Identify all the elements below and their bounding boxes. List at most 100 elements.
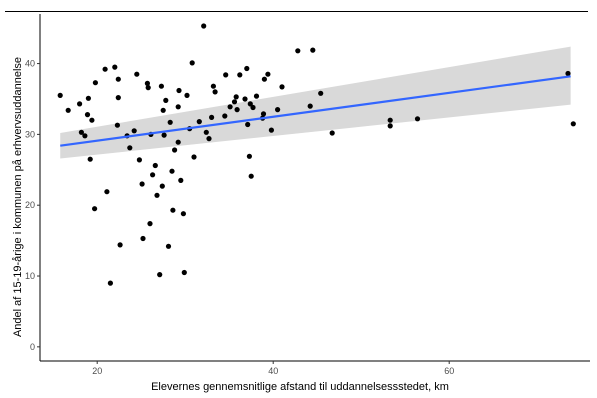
- data-point: [279, 84, 285, 90]
- data-point: [159, 183, 165, 189]
- data-point: [157, 272, 163, 278]
- data-point: [329, 130, 335, 136]
- data-point: [387, 123, 393, 129]
- data-point: [318, 90, 324, 96]
- data-point: [134, 71, 140, 77]
- data-point: [147, 221, 153, 227]
- data-point: [144, 80, 150, 86]
- data-point: [176, 87, 182, 94]
- data-point: [310, 47, 316, 53]
- data-point: [244, 65, 250, 72]
- data-point: [237, 72, 243, 78]
- y-tick-label: 10: [25, 271, 35, 281]
- data-point: [150, 172, 156, 178]
- data-point: [387, 117, 393, 123]
- data-point: [127, 145, 133, 151]
- data-point: [154, 192, 160, 198]
- data-point: [253, 93, 260, 99]
- data-point: [163, 97, 169, 103]
- data-point: [165, 243, 172, 249]
- data-point: [87, 156, 93, 162]
- data-point: [178, 177, 184, 183]
- x-tick-label: 60: [444, 366, 454, 376]
- data-point: [82, 133, 88, 139]
- data-point: [265, 71, 271, 77]
- data-point: [268, 127, 274, 133]
- data-point: [248, 173, 254, 179]
- data-point: [161, 132, 167, 138]
- data-point: [145, 85, 151, 91]
- data-point: [227, 104, 233, 110]
- data-point: [180, 211, 186, 217]
- trend-line: [60, 75, 571, 147]
- data-point: [209, 114, 215, 120]
- data-point: [117, 242, 123, 248]
- data-point: [196, 119, 202, 125]
- data-point: [85, 95, 91, 101]
- data-point: [136, 157, 142, 163]
- points-layer: [57, 23, 576, 286]
- data-point: [169, 168, 175, 174]
- data-point: [234, 107, 240, 113]
- y-tick-label: 0: [30, 342, 35, 352]
- data-point: [57, 92, 63, 98]
- data-point: [250, 104, 256, 111]
- data-point: [242, 96, 248, 102]
- data-point: [65, 107, 71, 113]
- data-point: [245, 121, 251, 128]
- data-point: [170, 207, 176, 213]
- data-point: [247, 101, 253, 107]
- data-point: [307, 103, 313, 109]
- data-point: [92, 206, 98, 212]
- data-point: [104, 189, 110, 195]
- data-point: [172, 147, 178, 153]
- data-point: [92, 80, 98, 86]
- data-point: [107, 280, 113, 286]
- x-tick-label: 20: [92, 366, 102, 376]
- data-point: [175, 139, 181, 145]
- confidence-band-layer: [60, 46, 571, 159]
- data-point: [260, 111, 267, 117]
- data-point: [114, 122, 120, 128]
- data-point: [203, 129, 209, 135]
- top-border-line: [5, 11, 588, 12]
- data-point: [102, 66, 108, 72]
- data-point: [570, 121, 576, 127]
- data-point: [78, 129, 84, 135]
- data-point: [206, 136, 212, 142]
- x-tick-label: 40: [268, 366, 278, 376]
- data-point: [84, 112, 91, 118]
- confidence-band: [60, 46, 571, 159]
- data-point: [175, 104, 181, 110]
- data-point: [275, 107, 281, 113]
- data-point: [131, 128, 137, 134]
- data-point: [261, 76, 267, 82]
- data-point: [223, 72, 229, 78]
- trend-line-layer: [60, 75, 571, 147]
- data-point: [115, 95, 121, 101]
- data-point: [181, 269, 187, 276]
- data-point: [233, 94, 239, 100]
- data-point: [565, 70, 571, 77]
- data-point: [140, 235, 146, 242]
- data-point: [201, 23, 207, 29]
- y-tick-label: 30: [25, 129, 35, 139]
- data-point: [152, 162, 158, 169]
- data-point: [231, 99, 238, 105]
- data-point: [160, 107, 166, 113]
- data-point: [184, 92, 190, 98]
- data-point: [222, 113, 228, 119]
- data-point: [89, 117, 95, 123]
- data-point: [295, 48, 301, 54]
- data-point: [414, 116, 421, 122]
- data-point: [189, 60, 195, 66]
- y-axis-title: Andel af 15-19-årige i kommunen på erhve…: [12, 57, 24, 337]
- data-point: [112, 64, 118, 70]
- data-point: [139, 181, 145, 187]
- data-point: [158, 83, 164, 89]
- data-point: [191, 154, 197, 160]
- data-point: [115, 76, 121, 82]
- x-axis-title: Elevernes gennemsnitlige afstand til udd…: [151, 381, 449, 393]
- data-point: [77, 101, 83, 107]
